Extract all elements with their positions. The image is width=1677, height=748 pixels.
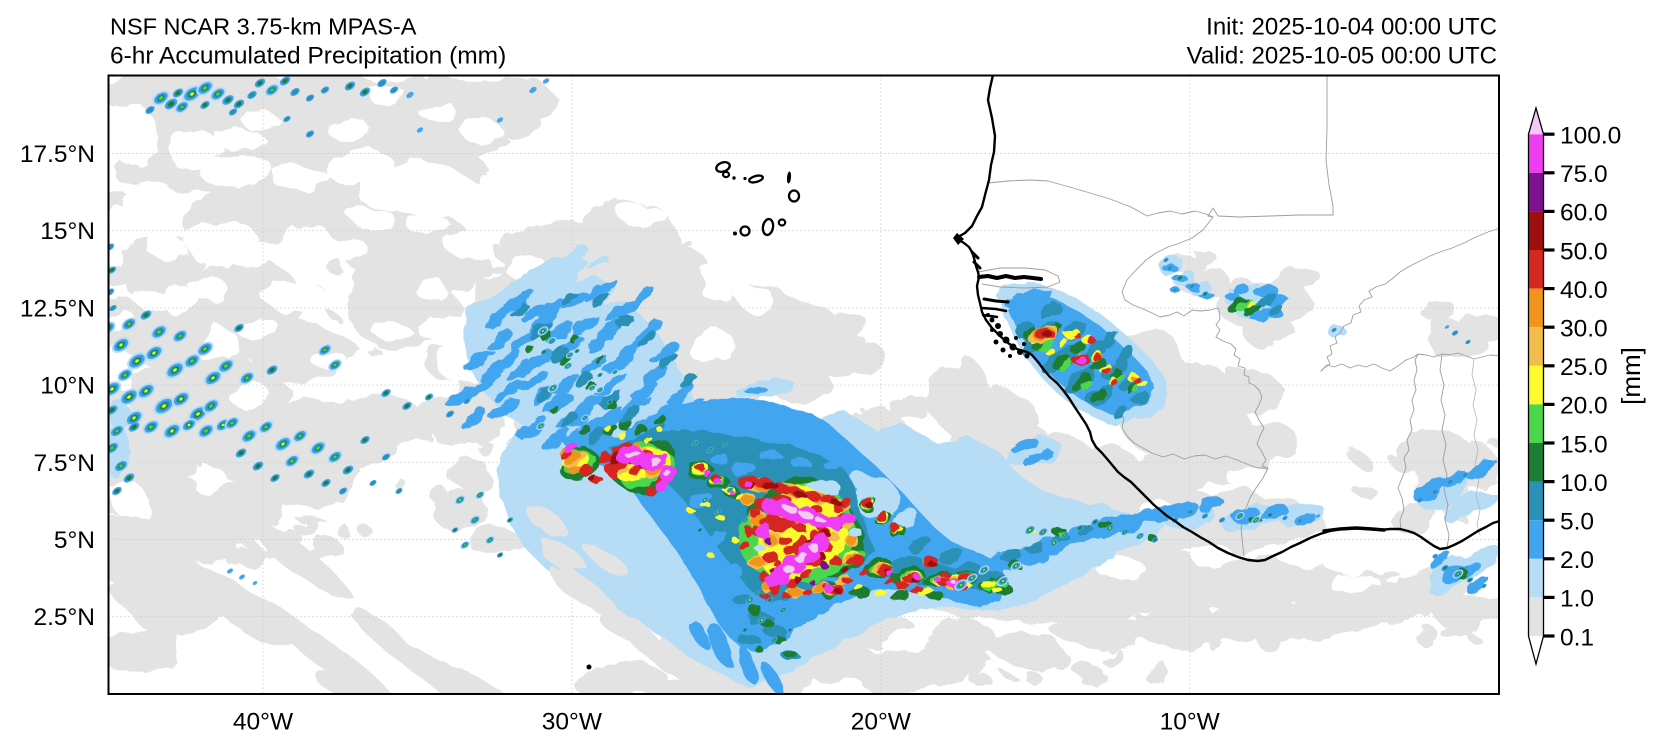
svg-text:100.0: 100.0 bbox=[1560, 123, 1621, 150]
svg-text:25.0: 25.0 bbox=[1560, 354, 1608, 381]
svg-text:[mm]: [mm] bbox=[1616, 347, 1646, 405]
svg-text:6-hr Accumulated Precipitation: 6-hr Accumulated Precipitation (mm) bbox=[110, 43, 506, 70]
svg-text:10°W: 10°W bbox=[1160, 709, 1221, 736]
svg-text:17.5°N: 17.5°N bbox=[20, 141, 95, 168]
svg-text:12.5°N: 12.5°N bbox=[20, 295, 95, 322]
svg-text:0.1: 0.1 bbox=[1560, 624, 1594, 651]
svg-text:40°W: 40°W bbox=[233, 709, 294, 736]
svg-text:40.0: 40.0 bbox=[1560, 277, 1608, 304]
svg-text:30.0: 30.0 bbox=[1560, 316, 1608, 343]
svg-text:75.0: 75.0 bbox=[1560, 161, 1608, 188]
svg-text:NSF NCAR 3.75-km MPAS-A: NSF NCAR 3.75-km MPAS-A bbox=[110, 14, 417, 40]
svg-text:60.0: 60.0 bbox=[1560, 200, 1608, 227]
svg-text:Valid: 2025-10-05 00:00 UTC: Valid: 2025-10-05 00:00 UTC bbox=[1187, 43, 1497, 70]
svg-text:20°W: 20°W bbox=[851, 709, 912, 736]
svg-text:1.0: 1.0 bbox=[1560, 586, 1594, 613]
svg-text:10°N: 10°N bbox=[40, 373, 95, 400]
svg-text:10.0: 10.0 bbox=[1560, 470, 1608, 497]
svg-text:7.5°N: 7.5°N bbox=[33, 450, 95, 477]
svg-text:Init: 2025-10-04 00:00 UTC: Init: 2025-10-04 00:00 UTC bbox=[1206, 14, 1497, 41]
svg-text:15°N: 15°N bbox=[40, 218, 95, 245]
svg-text:5.0: 5.0 bbox=[1560, 509, 1594, 536]
svg-text:5°N: 5°N bbox=[54, 527, 95, 554]
svg-text:20.0: 20.0 bbox=[1560, 393, 1608, 420]
svg-text:15.0: 15.0 bbox=[1560, 431, 1608, 458]
svg-text:2.5°N: 2.5°N bbox=[33, 604, 95, 631]
svg-text:30°W: 30°W bbox=[542, 709, 603, 736]
svg-text:50.0: 50.0 bbox=[1560, 238, 1608, 265]
svg-text:2.0: 2.0 bbox=[1560, 547, 1594, 574]
